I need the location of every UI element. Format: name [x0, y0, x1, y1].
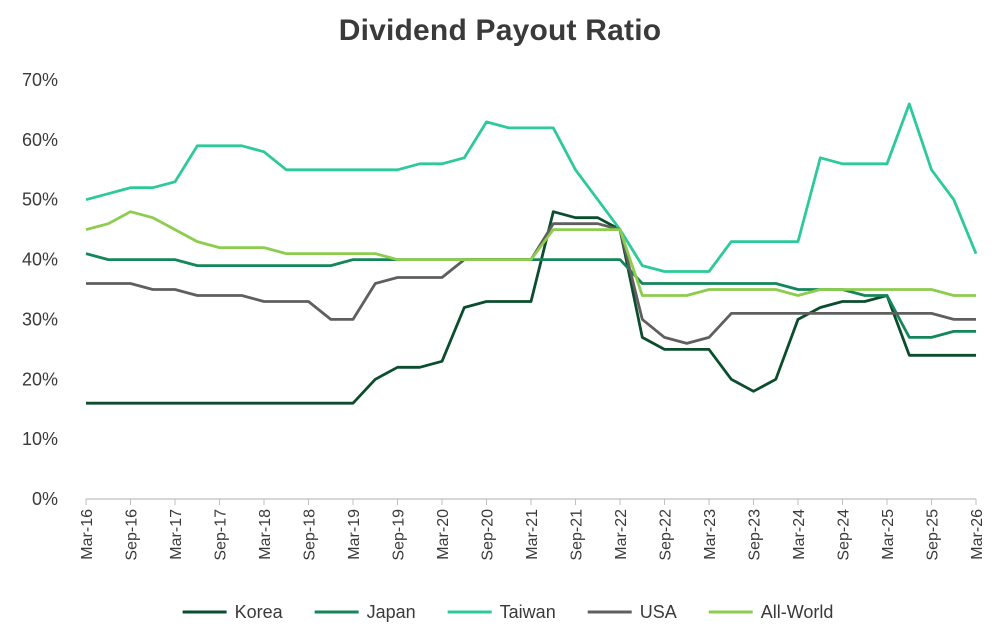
x-tick-label: Mar-24 [791, 509, 808, 560]
x-tick-label: Mar-21 [524, 509, 541, 560]
x-tick-label: Sep-23 [747, 509, 764, 561]
x-tick-label: Mar-25 [880, 509, 897, 560]
x-tick-label: Mar-26 [969, 509, 986, 560]
x-tick-label: Sep-20 [480, 509, 497, 561]
x-tick-label: Sep-17 [213, 509, 230, 561]
series-line-taiwan [85, 102, 978, 273]
series-layer [85, 102, 978, 405]
series-line-korea [86, 210, 976, 405]
axis-layer: 0% 10% 20% 30% 40% 50% 60% 70% Mar-16 Sep-16 Mar-1… [22, 70, 986, 561]
legend-label-taiwan: Taiwan [500, 602, 556, 622]
x-tick-label: Sep-22 [658, 509, 675, 561]
x-tick-label: Mar-18 [257, 509, 274, 560]
legend-label-korea: Korea [235, 602, 284, 622]
y-tick-label: 60% [22, 130, 58, 150]
y-tick-label: 10% [22, 429, 58, 449]
x-tick-label: Mar-16 [79, 509, 96, 560]
y-tick-label: 20% [22, 369, 58, 389]
y-tick-label: 0% [32, 489, 58, 509]
legend-label-usa: USA [640, 602, 677, 622]
legend-label-all-world: All-World [761, 602, 834, 622]
x-tick-label: Mar-17 [168, 509, 185, 560]
series-line-usa [86, 222, 976, 345]
x-tick-label: Mar-22 [613, 509, 630, 560]
x-tick-label: Mar-20 [435, 509, 452, 560]
x-tick-label: Mar-19 [346, 509, 363, 560]
chart-title: Dividend Payout Ratio [338, 14, 662, 47]
y-tick-label: 50% [22, 190, 58, 210]
x-tick-label: Sep-16 [124, 509, 141, 561]
legend-label-japan: Japan [367, 602, 416, 622]
x-tick-label: Sep-25 [925, 509, 942, 561]
y-tick-label: 30% [22, 309, 58, 329]
x-tick-label: Sep-24 [836, 509, 853, 561]
y-tick-label: 40% [22, 250, 58, 270]
legend: Korea Japan Taiwan USA All-World [182, 602, 834, 622]
y-tick-label: 70% [22, 70, 58, 90]
x-tick-label: Sep-19 [391, 509, 408, 561]
x-tick-label: Sep-21 [569, 509, 586, 561]
series-line-all-world [85, 210, 976, 297]
x-tick-label: Mar-23 [702, 509, 719, 560]
x-tick-label: Sep-18 [302, 509, 319, 561]
